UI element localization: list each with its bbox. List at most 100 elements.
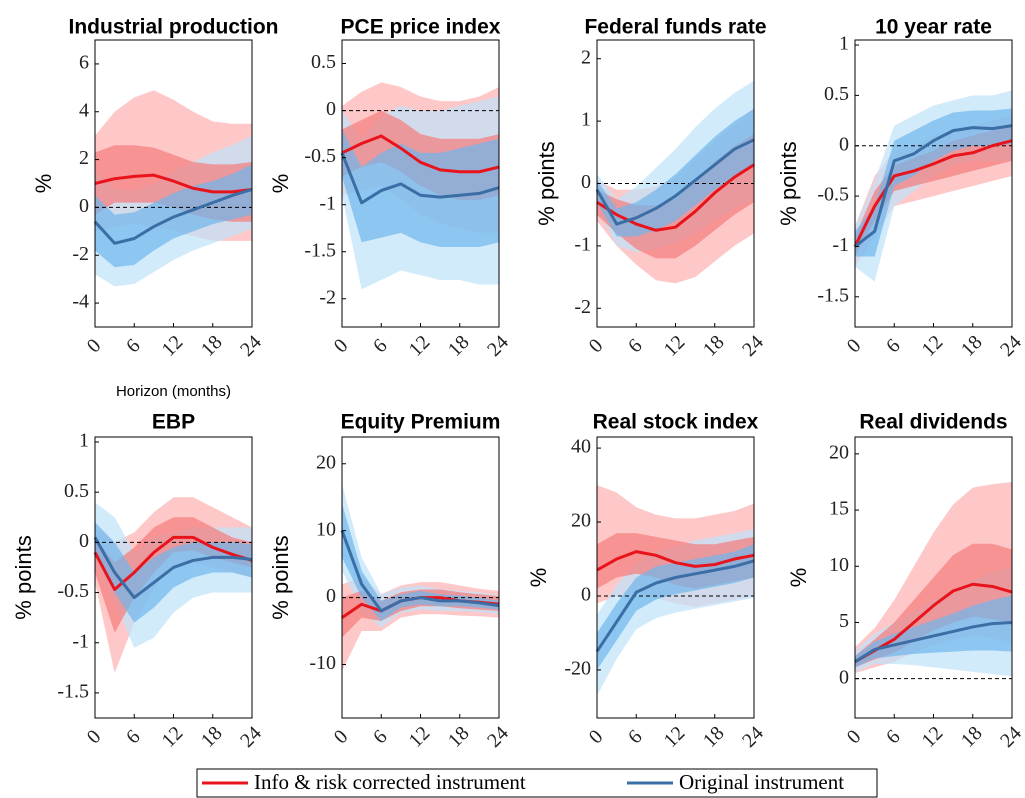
x-tick-label: 12: [660, 331, 690, 361]
panel-title: PCE price index: [341, 16, 501, 39]
confidence-band: [855, 108, 1012, 257]
y-tick-label: 20: [316, 451, 336, 473]
y-tick-label: -1: [574, 233, 591, 255]
series-line: [94, 173, 253, 194]
x-axis-label: Horizon (months): [116, 383, 231, 400]
series-line: [340, 530, 500, 613]
y-tick-label: 1: [839, 33, 849, 55]
y-axis-label: %: [31, 174, 56, 194]
x-tick-label: 18: [699, 331, 729, 361]
y-tick-label: 20: [571, 510, 591, 532]
x-tick-label: 24: [236, 331, 266, 361]
x-tick-label: 12: [158, 722, 188, 752]
series-line: [340, 152, 500, 205]
x-tick-label: 24: [483, 331, 513, 361]
y-tick-label: 2: [79, 147, 89, 169]
x-tick-label: 24: [483, 722, 513, 752]
x-tick-label: 18: [444, 331, 474, 361]
legend-box: [196, 768, 878, 798]
y-axis-label: % points: [268, 535, 293, 619]
y-tick-label: 0: [581, 171, 591, 193]
x-tick-label: 6: [882, 726, 905, 749]
y-tick-label: -10: [309, 652, 336, 674]
series-line: [341, 134, 500, 174]
y-tick-label: 10: [316, 518, 336, 540]
y-tick-label: 20: [829, 441, 849, 463]
panel-title: Federal funds rate: [584, 16, 766, 39]
x-tick-label: 6: [624, 335, 647, 358]
series-line: [854, 124, 1013, 248]
panel-title: Industrial production: [69, 16, 279, 39]
x-tick-label: 0: [585, 335, 608, 358]
y-tick-label: -4: [72, 291, 89, 313]
series-line: [93, 188, 253, 245]
y-axis-label: %: [786, 568, 811, 588]
x-tick-label: 18: [444, 722, 474, 752]
series-line: [595, 138, 755, 226]
x-tick-label: 18: [197, 331, 227, 361]
x-tick-label: 18: [957, 722, 987, 752]
series-line: [596, 163, 755, 232]
confidence-band: [597, 108, 754, 237]
y-tick-label: -2: [574, 296, 591, 318]
panel-title: Real stock index: [593, 411, 759, 434]
x-tick-label: 24: [738, 331, 768, 361]
y-tick-label: -0.5: [817, 184, 849, 206]
y-tick-label: -1.5: [304, 239, 336, 261]
x-tick-label: 12: [918, 722, 948, 752]
x-tick-label: 0: [843, 335, 866, 358]
y-tick-label: 2: [581, 46, 591, 68]
confidence-band: [342, 483, 499, 628]
x-tick-label: 12: [158, 331, 188, 361]
x-tick-label: 6: [369, 726, 392, 749]
legend-label: Original instrument: [679, 770, 844, 794]
y-tick-label: 0: [326, 585, 336, 607]
x-tick-label: 6: [369, 335, 392, 358]
panel-title: EBP: [152, 411, 195, 434]
y-tick-label: 0: [79, 530, 89, 552]
series-line: [854, 620, 1013, 664]
series-line: [596, 550, 755, 572]
series-line: [93, 535, 253, 592]
y-tick-label: 0: [581, 584, 591, 606]
y-tick-label: -1.5: [57, 681, 89, 703]
x-tick-label: 12: [660, 722, 690, 752]
y-tick-label: -1: [72, 630, 89, 652]
x-tick-label: 6: [122, 726, 145, 749]
y-tick-label: 5: [839, 610, 849, 632]
y-tick-label: 0.5: [311, 51, 336, 73]
y-tick-label: 0: [839, 133, 849, 155]
x-tick-label: 24: [738, 722, 768, 752]
x-tick-label: 24: [996, 722, 1025, 752]
x-tick-label: 6: [882, 335, 905, 358]
y-axis-label: % points: [534, 141, 559, 225]
y-axis-label: % points: [11, 535, 36, 619]
y-tick-label: 6: [79, 52, 89, 74]
y-tick-label: 40: [571, 436, 591, 458]
confidence-band: [597, 544, 754, 670]
x-tick-label: 12: [405, 331, 435, 361]
x-tick-label: 0: [330, 335, 353, 358]
panel-title: 10 year rate: [875, 16, 992, 39]
y-tick-label: -0.5: [304, 145, 336, 167]
y-tick-label: -1: [319, 192, 336, 214]
y-axis-label: % points: [776, 141, 801, 225]
x-tick-label: 18: [197, 722, 227, 752]
legend-label: Info & risk corrected instrument: [254, 770, 526, 794]
x-tick-label: 0: [330, 726, 353, 749]
y-tick-label: -1.5: [817, 284, 849, 306]
panel-title: Equity Premium: [341, 411, 501, 434]
y-tick-label: -2: [319, 286, 336, 308]
y-tick-label: -1: [832, 234, 849, 256]
y-tick-label: -0.5: [57, 580, 89, 602]
series-line: [853, 139, 1013, 248]
y-axis-label: %: [268, 174, 293, 194]
y-tick-label: 0: [839, 666, 849, 688]
y-tick-label: 1: [581, 109, 591, 131]
y-tick-label: -20: [564, 658, 591, 680]
y-tick-label: 0.5: [64, 480, 89, 502]
panel-title: Real dividends: [859, 411, 1007, 434]
x-tick-label: 0: [585, 726, 608, 749]
y-tick-label: 0.5: [824, 83, 849, 105]
